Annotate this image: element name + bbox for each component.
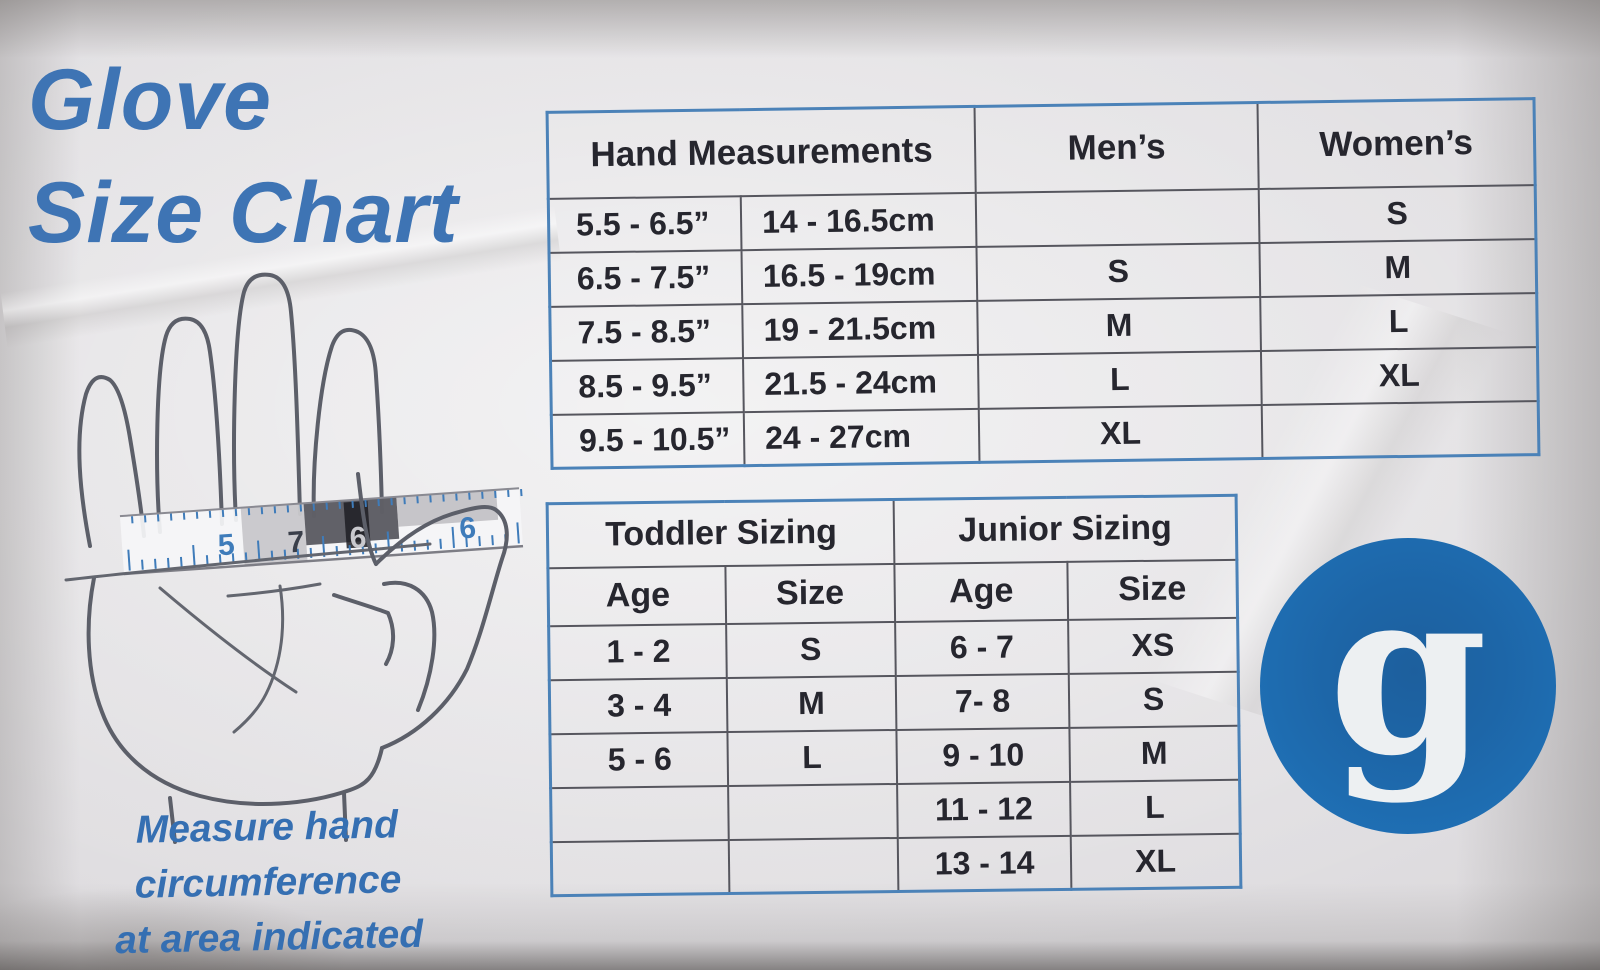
hand-outline	[77, 272, 384, 806]
cm-cell: 24 - 27cm	[743, 408, 980, 466]
wrist-lines	[168, 791, 348, 844]
table-row: 1 - 2 S 6 - 7 XS	[548, 617, 1239, 680]
table-row: 5 - 6 L 9 - 10 M	[549, 725, 1240, 788]
junior-age-cell: 13 - 14	[897, 835, 1072, 892]
toddler-age-cell: 1 - 2	[548, 623, 727, 680]
inches-cell: 7.5 - 8.5”	[549, 303, 743, 361]
toddler-age-cell: 3 - 4	[549, 677, 727, 734]
page-title-line1: Glove	[28, 52, 272, 148]
toddler-age-header: Age	[547, 565, 726, 626]
womens-size-cell: S	[1258, 184, 1536, 243]
tape-number: 6	[458, 511, 477, 545]
inches-cell: 5.5 - 6.5”	[548, 195, 742, 253]
measure-instruction-line2: at area indicated	[114, 912, 424, 963]
middle-finger	[232, 272, 302, 522]
mens-size-cell	[975, 188, 1260, 247]
cm-cell: 14 - 16.5cm	[740, 192, 977, 250]
toddler-age-cell	[550, 785, 729, 842]
cm-cell: 19 - 21.5cm	[742, 300, 978, 358]
tape-number: 6	[349, 521, 368, 555]
tape-tick-marks	[127, 489, 523, 571]
junior-age-header: Age	[894, 561, 1069, 622]
mens-size-cell: XL	[978, 404, 1263, 463]
ring-finger	[155, 316, 224, 534]
mens-size-cell: M	[977, 296, 1262, 355]
paper-shadow	[0, 855, 500, 970]
junior-size-cell: L	[1070, 779, 1241, 836]
inches-cell: 9.5 - 10.5”	[551, 411, 745, 469]
index-finger	[311, 327, 384, 518]
toddler-junior-table: Toddler Sizing Junior Sizing Age Size Ag…	[545, 493, 1243, 898]
womens-size-cell: XL	[1261, 346, 1539, 405]
palm-creases	[64, 542, 432, 734]
junior-age-cell: 9 - 10	[896, 727, 1071, 784]
cm-cell: 16.5 - 19cm	[741, 246, 978, 304]
toddler-age-cell	[551, 839, 729, 896]
junior-size-cell: M	[1069, 725, 1240, 782]
measure-instruction-line1: Measure hand circumference	[134, 803, 402, 907]
junior-size-cell: XS	[1068, 617, 1239, 674]
hand-measurements-header: Hand Measurements	[547, 106, 976, 199]
junior-size-header: Size	[1067, 559, 1238, 620]
tape-shadow	[396, 489, 499, 527]
mens-size-cell: S	[976, 242, 1261, 301]
palm-outline	[86, 576, 384, 806]
toddler-sizing-header: Toddler Sizing	[547, 499, 895, 568]
womens-size-cell: L	[1260, 292, 1538, 351]
table-row: 11 - 12 L	[550, 779, 1241, 842]
mens-header: Men’s	[974, 102, 1259, 193]
inches-cell: 6.5 - 7.5”	[549, 249, 743, 307]
womens-size-cell: M	[1259, 238, 1537, 297]
toddler-size-cell: L	[726, 729, 898, 786]
measure-instruction: Measure hand circumference at area indic…	[4, 795, 531, 970]
toddler-size-cell	[727, 783, 898, 840]
hand-measurements-table: Hand Measurements Men’s Women’s 5.5 - 6.…	[545, 97, 1541, 470]
junior-age-cell: 7- 8	[895, 673, 1070, 730]
cm-cell: 21.5 - 24cm	[742, 354, 979, 412]
junior-size-cell: S	[1068, 671, 1239, 728]
toddler-size-header: Size	[724, 563, 896, 624]
toddler-size-cell: S	[725, 621, 896, 678]
brand-logo: g	[1260, 538, 1556, 834]
junior-size-cell: XL	[1070, 833, 1241, 890]
table-subheader-row: Age Size Age Size	[547, 559, 1238, 626]
pinky-finger	[77, 375, 146, 548]
tape-number: 7	[287, 525, 306, 559]
page-title: Glove Size Chart	[28, 44, 459, 270]
table-header-row: Toddler Sizing Junior Sizing	[547, 495, 1237, 568]
womens-header: Women’s	[1257, 98, 1536, 189]
tape-shadow	[240, 503, 308, 566]
junior-age-cell: 6 - 7	[895, 619, 1069, 676]
junior-age-cell: 11 - 12	[897, 781, 1071, 838]
tape-number: 5	[217, 528, 236, 562]
hand-illustration: 5 7 6 6	[64, 272, 524, 844]
page-title-line2: Size Chart	[28, 165, 459, 261]
inches-cell: 8.5 - 9.5”	[550, 357, 744, 415]
womens-size-cell	[1261, 400, 1539, 459]
junior-sizing-header: Junior Sizing	[893, 495, 1237, 564]
logo-letter: g	[1328, 538, 1488, 806]
table-row: 13 - 14 XL	[551, 833, 1241, 896]
tape-measure: 5 7 6 6	[119, 487, 524, 576]
toddler-size-cell	[728, 837, 899, 894]
toddler-size-cell: M	[726, 675, 897, 732]
toddler-age-cell: 5 - 6	[549, 731, 728, 788]
table-row: 3 - 4 M 7- 8 S	[549, 671, 1239, 734]
mens-size-cell: L	[977, 350, 1262, 409]
tape-numbers: 5 7 6 6	[217, 511, 477, 562]
thumb	[332, 472, 509, 750]
table-header-row: Hand Measurements Men’s Women’s	[547, 98, 1536, 199]
